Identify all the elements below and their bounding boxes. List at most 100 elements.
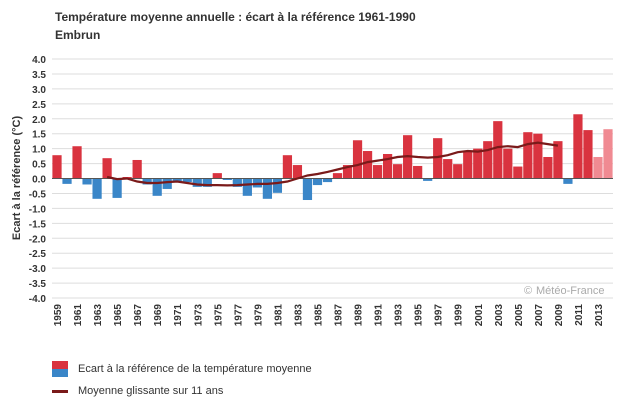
bar bbox=[222, 178, 232, 180]
bar bbox=[382, 154, 393, 179]
bar bbox=[202, 178, 212, 187]
y-tick-label: 1.0 bbox=[32, 145, 46, 156]
bar bbox=[132, 159, 142, 179]
bar bbox=[573, 114, 583, 179]
x-tick-label: 2005 bbox=[514, 304, 525, 327]
bar bbox=[212, 173, 222, 179]
bar bbox=[553, 141, 563, 179]
bar bbox=[433, 138, 443, 179]
bar bbox=[503, 148, 513, 179]
bar bbox=[192, 178, 202, 187]
y-tick-label: -3.5 bbox=[29, 279, 47, 290]
bar bbox=[533, 133, 543, 179]
bar bbox=[332, 173, 343, 179]
bar bbox=[262, 178, 272, 199]
bar bbox=[473, 148, 483, 179]
x-tick-label: 2011 bbox=[574, 304, 585, 326]
y-tick-label: 0.5 bbox=[32, 160, 46, 171]
bar bbox=[62, 178, 72, 184]
x-tick-label: 1965 bbox=[113, 304, 124, 327]
x-tick-label: 1959 bbox=[53, 304, 64, 327]
y-tick-label: -4.0 bbox=[29, 294, 47, 305]
bar bbox=[543, 156, 553, 179]
bar-swatch-icon bbox=[52, 361, 68, 377]
x-tick-label: 1975 bbox=[213, 304, 224, 327]
bar bbox=[483, 141, 493, 179]
x-tick-label: 2001 bbox=[474, 304, 485, 327]
bar bbox=[523, 132, 533, 179]
legend-item-line: Moyenne glissante sur 11 ans bbox=[52, 380, 312, 402]
legend-line-label: Moyenne glissante sur 11 ans bbox=[78, 385, 224, 397]
bar bbox=[443, 159, 453, 179]
bar bbox=[182, 178, 192, 183]
x-tick-label: 1981 bbox=[273, 304, 284, 327]
bar bbox=[242, 178, 252, 196]
bar bbox=[302, 178, 313, 201]
x-tick-label: 1987 bbox=[334, 304, 345, 327]
bar bbox=[272, 178, 283, 193]
bar bbox=[292, 165, 303, 179]
x-tick-label: 1961 bbox=[73, 304, 84, 327]
x-tick-label: 1995 bbox=[414, 304, 425, 327]
bar bbox=[102, 158, 112, 179]
y-axis-ticks: -4.0 -3.5 -3.0 -2.5 -2.0 -1.5 -1.0 -0.5 0.0 0.5 1.… bbox=[29, 55, 47, 305]
y-tick-label: -0.5 bbox=[29, 189, 47, 200]
x-axis-ticks: 1959 1961 1963 1965 1967 1969 1971 1973 1975 1977… bbox=[53, 304, 605, 327]
y-tick-label: -2.0 bbox=[29, 234, 47, 245]
bar bbox=[82, 178, 92, 185]
x-tick-label: 1969 bbox=[153, 304, 164, 327]
y-tick-label: -3.0 bbox=[29, 264, 47, 275]
bar bbox=[142, 178, 152, 185]
x-tick-label: 2003 bbox=[494, 304, 505, 327]
bar bbox=[583, 130, 593, 179]
x-tick-label: 2013 bbox=[594, 304, 605, 327]
bar bbox=[423, 178, 433, 181]
y-tick-label: -1.0 bbox=[29, 204, 47, 215]
bar bbox=[413, 165, 423, 179]
bar bbox=[322, 178, 333, 183]
legend: Ecart à la référence de la température m… bbox=[52, 358, 312, 402]
x-tick-label: 1979 bbox=[253, 304, 264, 327]
bar bbox=[112, 178, 122, 198]
bar bbox=[232, 178, 242, 187]
moving-average-line bbox=[106, 141, 559, 187]
bar bbox=[513, 166, 523, 179]
bar bbox=[152, 178, 162, 196]
x-tick-label: 1973 bbox=[193, 304, 204, 327]
y-tick-label: -2.5 bbox=[29, 249, 47, 260]
x-tick-label: 2009 bbox=[554, 304, 565, 327]
bar bbox=[282, 155, 293, 179]
bar bbox=[52, 155, 62, 179]
bar bbox=[463, 151, 473, 179]
bar bbox=[493, 121, 503, 179]
line-swatch-icon bbox=[52, 389, 68, 393]
bar bbox=[362, 151, 373, 179]
x-tick-label: 1963 bbox=[93, 304, 104, 327]
y-tick-label: 3.0 bbox=[32, 85, 46, 96]
y-axis-label: Ecart à la référence (°C) bbox=[11, 116, 23, 241]
watermark-text: Météo-France bbox=[536, 285, 604, 297]
x-tick-label: 1967 bbox=[133, 304, 144, 327]
x-tick-label: 1999 bbox=[454, 304, 465, 327]
bar bbox=[92, 178, 102, 199]
x-tick-label: 1983 bbox=[293, 304, 304, 327]
x-tick-label: 1971 bbox=[173, 304, 184, 327]
bar bbox=[393, 164, 403, 179]
y-tick-label: 2.5 bbox=[32, 100, 46, 111]
bar bbox=[352, 140, 363, 179]
bar bbox=[172, 178, 182, 183]
x-tick-label: 1985 bbox=[313, 304, 324, 327]
bar bbox=[593, 156, 603, 179]
legend-item-bars: Ecart à la référence de la température m… bbox=[52, 358, 312, 380]
bar bbox=[72, 146, 82, 179]
x-tick-label: 2007 bbox=[534, 304, 545, 327]
y-tick-label: 3.5 bbox=[32, 70, 46, 81]
bar bbox=[453, 164, 463, 179]
x-tick-label: 1993 bbox=[394, 304, 405, 327]
x-tick-label: 1977 bbox=[233, 304, 244, 327]
y-tick-label: 0.0 bbox=[32, 175, 46, 186]
x-tick-label: 1991 bbox=[374, 304, 385, 327]
bar bbox=[563, 178, 573, 184]
y-tick-label: 1.5 bbox=[32, 130, 46, 141]
legend-bars-label: Ecart à la référence de la température m… bbox=[78, 363, 312, 375]
